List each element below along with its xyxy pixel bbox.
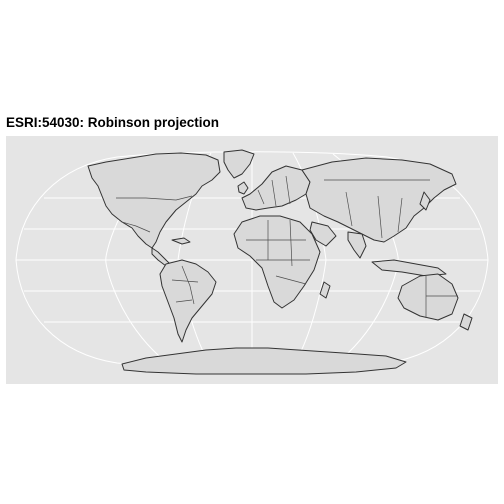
japan [419, 191, 431, 211]
map-panel [6, 136, 498, 384]
indonesia [371, 259, 447, 277]
map-svg [6, 136, 498, 384]
caribbean-cuba [171, 237, 191, 245]
arabia [309, 221, 337, 247]
border-usa-canada [116, 195, 193, 201]
border-europe [257, 175, 291, 207]
british-isles [237, 181, 249, 195]
north-america [87, 152, 221, 249]
asia [301, 157, 457, 243]
country-borders [116, 175, 458, 318]
plot-title: ESRI:54030: Robinson projection [6, 115, 220, 130]
new-zealand [459, 313, 473, 331]
border-south-america [171, 265, 199, 305]
border-asia [324, 179, 430, 239]
madagascar [319, 281, 331, 299]
india [347, 231, 367, 259]
border-australia [425, 276, 458, 318]
border-africa [246, 219, 310, 285]
antarctica [121, 347, 407, 375]
border-usa-mexico [121, 221, 151, 233]
africa [233, 215, 321, 309]
greenland [223, 149, 255, 179]
australia [397, 273, 459, 321]
